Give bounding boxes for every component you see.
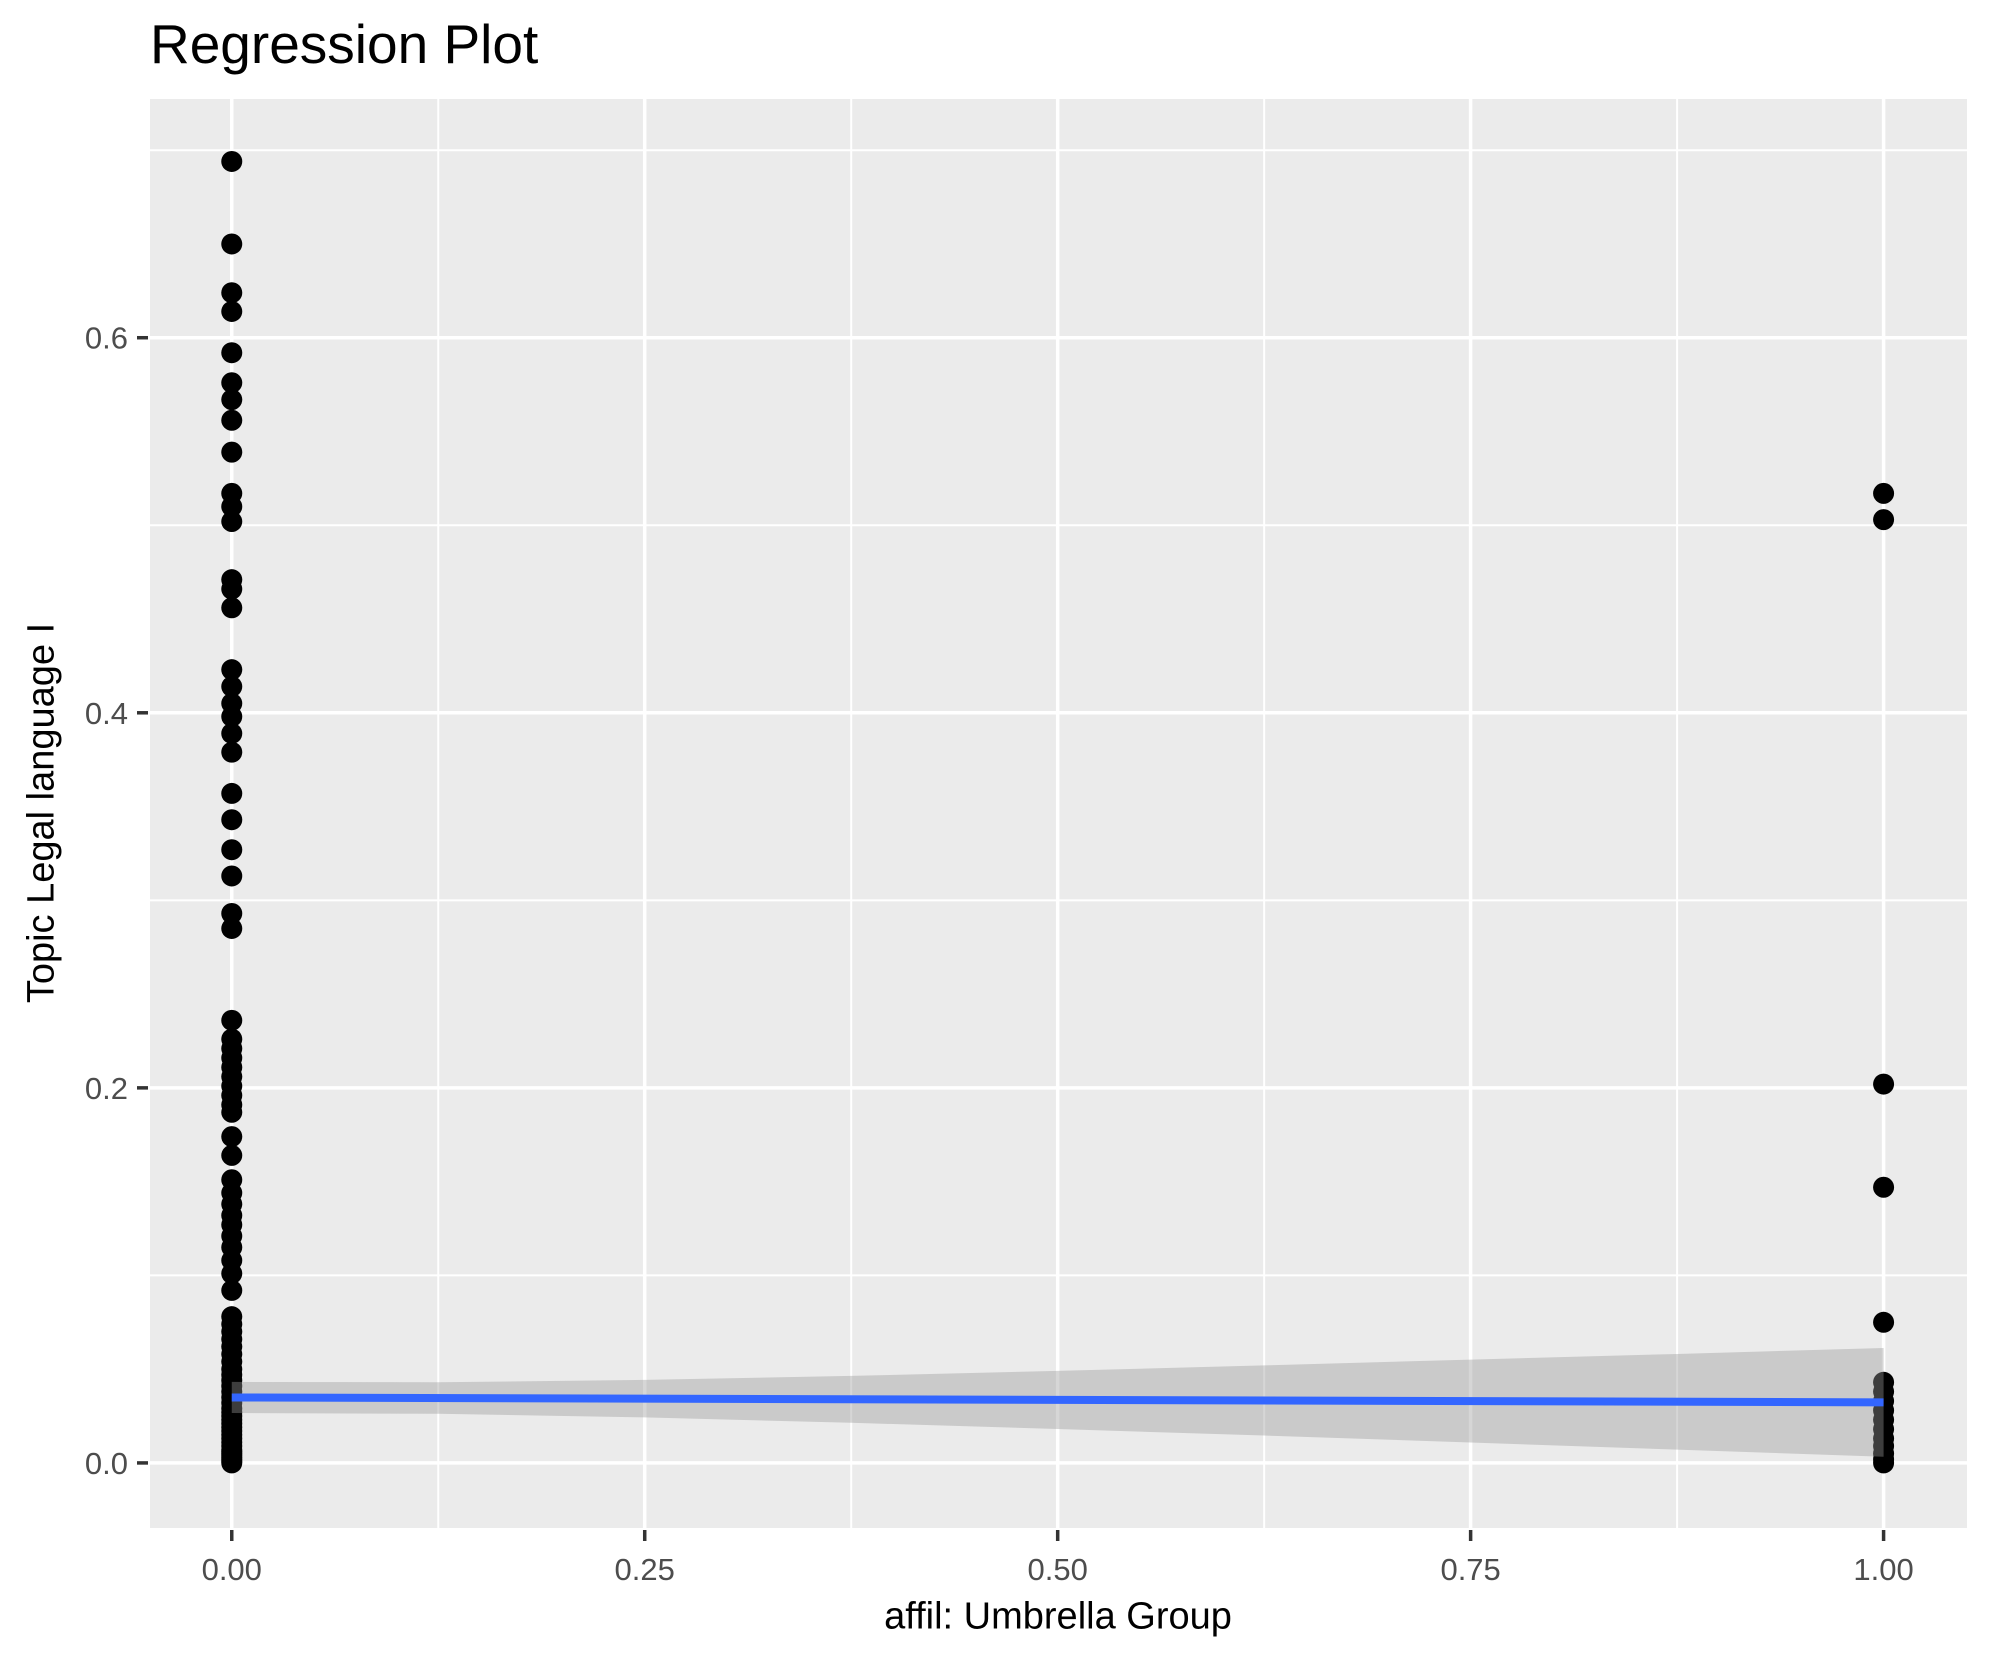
- scatter-point: [221, 578, 243, 600]
- scatter-point: [221, 782, 243, 804]
- scatter-point: [1873, 509, 1895, 531]
- scatter-point: [221, 741, 243, 763]
- y-tick-label: 0.6: [85, 321, 128, 356]
- scatter-point: [221, 150, 243, 172]
- scatter-point: [221, 389, 243, 411]
- x-tick-label: 1.00: [1853, 1552, 1913, 1587]
- scatter-point: [221, 1126, 243, 1148]
- scatter-point: [221, 282, 243, 304]
- x-tick-label: 0.00: [202, 1552, 262, 1587]
- x-tick-label: 0.25: [615, 1552, 675, 1587]
- scatter-point: [221, 706, 243, 728]
- chart-title: Regression Plot: [150, 13, 539, 75]
- y-tick-label: 0.4: [85, 696, 128, 731]
- scatter-point: [1873, 482, 1895, 504]
- scatter-point: [221, 496, 243, 518]
- x-tick-label: 0.50: [1028, 1552, 1088, 1587]
- scatter-point: [221, 597, 243, 619]
- scatter-point: [221, 722, 243, 744]
- scatter-point: [221, 511, 243, 533]
- scatter-point: [221, 1144, 243, 1166]
- scatter-point: [1873, 1073, 1895, 1095]
- scatter-point: [221, 865, 243, 887]
- scatter-point: [221, 659, 243, 681]
- scatter-point: [1873, 1452, 1895, 1474]
- x-axis-label: affil: Umbrella Group: [884, 1595, 1232, 1638]
- scatter-point: [1873, 1176, 1895, 1198]
- scatter-point: [221, 917, 243, 939]
- scatter-point: [221, 441, 243, 463]
- y-tick-label: 0.2: [85, 1071, 128, 1106]
- scatter-point: [221, 300, 243, 322]
- scatter-point: [221, 809, 243, 831]
- scatter-point: [221, 1263, 243, 1285]
- scatter-point: [221, 839, 243, 861]
- y-tick-label: 0.0: [85, 1446, 128, 1481]
- scatter-point: [221, 1452, 243, 1474]
- scatter-point: [221, 409, 243, 431]
- y-axis-label: Topic Legal language I: [20, 622, 63, 1004]
- scatter-point: [1873, 1311, 1895, 1333]
- scatter-point: [221, 233, 243, 255]
- scatter-point: [221, 902, 243, 924]
- scatter-point: [221, 1101, 243, 1123]
- scatter-point: [221, 342, 243, 364]
- x-tick-label: 0.75: [1440, 1552, 1500, 1587]
- scatter-point: [221, 1009, 243, 1031]
- scatter-point: [221, 372, 243, 394]
- scatter-point: [221, 1279, 243, 1301]
- regression-line: [231, 1393, 1884, 1407]
- scatter-point: [221, 676, 243, 698]
